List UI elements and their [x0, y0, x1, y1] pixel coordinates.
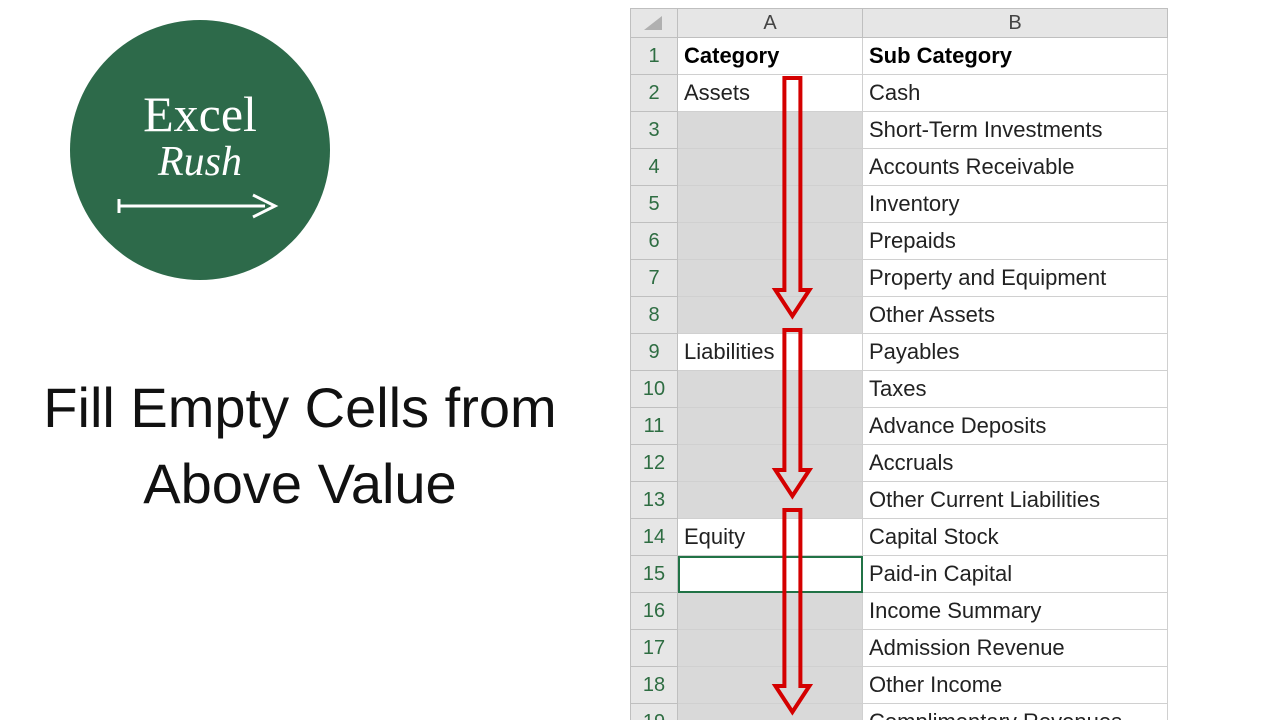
select-all-corner[interactable]	[631, 9, 678, 38]
cell-B9[interactable]: Payables	[863, 334, 1168, 371]
cell-B3[interactable]: Short-Term Investments	[863, 112, 1168, 149]
cell-B5[interactable]: Inventory	[863, 186, 1168, 223]
row-header[interactable]: 10	[631, 371, 678, 408]
cell-A19[interactable]	[678, 704, 863, 720]
cell-A12[interactable]	[678, 445, 863, 482]
cell-B18[interactable]: Other Income	[863, 667, 1168, 704]
row-header[interactable]: 2	[631, 75, 678, 112]
cell-A7[interactable]	[678, 260, 863, 297]
row-header[interactable]: 18	[631, 667, 678, 704]
cell-B15[interactable]: Paid-in Capital	[863, 556, 1168, 593]
row-header[interactable]: 8	[631, 297, 678, 334]
row-header[interactable]: 5	[631, 186, 678, 223]
spreadsheet[interactable]: A B 1CategorySub Category 2AssetsCash 3 Sho…	[630, 8, 1168, 720]
cell-B7[interactable]: Property and Equipment	[863, 260, 1168, 297]
cell-B6[interactable]: Prepaids	[863, 223, 1168, 260]
cell-A13[interactable]	[678, 482, 863, 519]
cell-B12[interactable]: Accruals	[863, 445, 1168, 482]
row-header[interactable]: 11	[631, 408, 678, 445]
cell-B2[interactable]: Cash	[863, 75, 1168, 112]
cell-B13[interactable]: Other Current Liabilities	[863, 482, 1168, 519]
cell-A15[interactable]	[678, 556, 863, 593]
row-header[interactable]: 12	[631, 445, 678, 482]
cell-A11[interactable]	[678, 408, 863, 445]
cell-A5[interactable]	[678, 186, 863, 223]
cell-A9[interactable]: Liabilities	[678, 334, 863, 371]
row-header[interactable]: 4	[631, 149, 678, 186]
cell-B4[interactable]: Accounts Receivable	[863, 149, 1168, 186]
cell-B17[interactable]: Admission Revenue	[863, 630, 1168, 667]
excel-rush-logo: Excel Rush	[70, 20, 330, 280]
cell-B16[interactable]: Income Summary	[863, 593, 1168, 630]
cell-B10[interactable]: Taxes	[863, 371, 1168, 408]
row-header[interactable]: 7	[631, 260, 678, 297]
cell-A4[interactable]	[678, 149, 863, 186]
cell-B11[interactable]: Advance Deposits	[863, 408, 1168, 445]
cell-B19[interactable]: Complimentary Revenues	[863, 704, 1168, 720]
cell-A2[interactable]: Assets	[678, 75, 863, 112]
row-header[interactable]: 17	[631, 630, 678, 667]
arrow-right-icon	[115, 191, 285, 221]
row-header[interactable]: 9	[631, 334, 678, 371]
row-header[interactable]: 1	[631, 38, 678, 75]
cell-B1[interactable]: Sub Category	[863, 38, 1168, 75]
cell-A3[interactable]	[678, 112, 863, 149]
page-title: Fill Empty Cells from Above Value	[20, 370, 580, 521]
row-header[interactable]: 3	[631, 112, 678, 149]
row-header[interactable]: 6	[631, 223, 678, 260]
cell-A10[interactable]	[678, 371, 863, 408]
row-header[interactable]: 14	[631, 519, 678, 556]
cell-A17[interactable]	[678, 630, 863, 667]
cell-B14[interactable]: Capital Stock	[863, 519, 1168, 556]
cell-A1[interactable]: Category	[678, 38, 863, 75]
row-header[interactable]: 16	[631, 593, 678, 630]
logo-line-1: Excel	[143, 89, 257, 139]
cell-A6[interactable]	[678, 223, 863, 260]
cell-B8[interactable]: Other Assets	[863, 297, 1168, 334]
logo-line-2: Rush	[158, 141, 242, 183]
cell-A8[interactable]	[678, 297, 863, 334]
row-header[interactable]: 13	[631, 482, 678, 519]
cell-A14[interactable]: Equity	[678, 519, 863, 556]
cell-A18[interactable]	[678, 667, 863, 704]
row-header[interactable]: 15	[631, 556, 678, 593]
cell-A16[interactable]	[678, 593, 863, 630]
column-header-A[interactable]: A	[678, 9, 863, 38]
column-header-B[interactable]: B	[863, 9, 1168, 38]
row-header[interactable]: 19	[631, 704, 678, 720]
